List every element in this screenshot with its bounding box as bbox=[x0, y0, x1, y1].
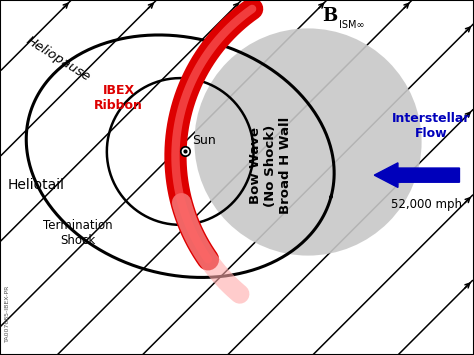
Text: Heliotail: Heliotail bbox=[8, 178, 64, 192]
Text: ISM∞: ISM∞ bbox=[339, 20, 365, 31]
Text: B: B bbox=[322, 7, 337, 25]
Text: 52,000 mph: 52,000 mph bbox=[391, 198, 462, 211]
Text: Interstellar
Flow: Interstellar Flow bbox=[392, 111, 470, 140]
Text: Sun: Sun bbox=[192, 134, 216, 147]
Text: IBEX
Ribbon: IBEX Ribbon bbox=[94, 84, 143, 112]
Circle shape bbox=[194, 28, 421, 256]
Text: TA007685-IBEX-PR: TA007685-IBEX-PR bbox=[5, 284, 10, 342]
FancyArrow shape bbox=[374, 163, 459, 187]
Text: Termination
Shock: Termination Shock bbox=[43, 219, 112, 247]
Text: Heliopause: Heliopause bbox=[24, 34, 93, 83]
Text: Bow Wave
(No Shock)
Broad H Wall: Bow Wave (No Shock) Broad H Wall bbox=[249, 117, 292, 214]
